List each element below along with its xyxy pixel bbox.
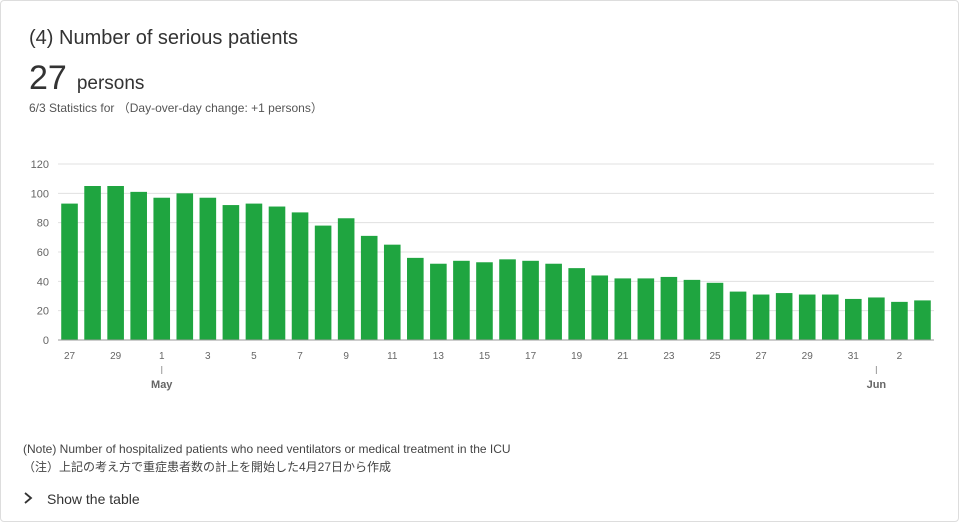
x-tick-label: 1 [159,351,165,362]
y-tick-label: 0 [43,335,49,347]
bar [107,186,124,340]
x-tick-label: 23 [663,351,675,362]
value-unit: persons [76,73,145,94]
x-tick-label: 2 [897,351,903,362]
chevron-right-icon [23,491,37,507]
bar [752,294,770,340]
x-tick-label: 15 [479,351,491,362]
month-label: Jun [867,379,887,391]
day-over-day-change: （Day-over-day change: +1 persons） [117,101,323,115]
bar [775,293,793,340]
bar [868,297,885,340]
note-english: (Note) Number of hospitalized patients w… [23,442,511,456]
note-japanese: （注）上記の考え方で重症患者数の計上を開始した4月27日から作成 [23,460,392,474]
bar [176,193,194,340]
bar [61,203,78,340]
x-tick-label: 27 [756,351,768,362]
y-tick-label: 40 [37,276,49,288]
bar [360,235,378,340]
bar [291,212,309,340]
x-tick-label: 29 [802,351,814,362]
x-tick-label: 9 [343,351,349,362]
bar [407,257,424,340]
stat-text: Statistics for [49,101,115,115]
bar [545,263,562,340]
bar [337,218,355,340]
bar [84,186,101,340]
x-tick-label: 19 [571,351,583,362]
y-tick-label: 120 [31,159,49,171]
bar [130,191,147,340]
x-tick-label: 17 [525,351,537,362]
bar [522,260,539,340]
x-tick-label: 27 [64,351,76,362]
bar [153,197,171,340]
month-label: May [151,379,173,391]
bar [706,282,724,340]
bar [591,275,609,340]
bar [637,278,655,340]
x-tick-label: 21 [617,351,629,362]
x-tick-label: 31 [848,351,860,362]
bar [499,259,516,340]
current-value-row: 27 persons [29,59,144,98]
bar [798,294,816,340]
current-value: 27 [29,59,67,97]
x-tick-label: 5 [251,351,257,362]
bar [729,291,747,340]
x-tick-label: 3 [205,351,211,362]
bar [476,262,493,340]
bar [383,244,401,340]
bar [821,294,839,340]
show-table-toggle[interactable]: Show the table [23,491,140,507]
bar [222,205,240,340]
bar [845,298,862,340]
bar [683,279,701,340]
notes: (Note) Number of hospitalized patients w… [23,440,511,476]
stat-date: 6/3 [29,101,46,115]
x-tick-label: 29 [110,351,122,362]
y-tick-label: 20 [37,306,49,318]
bar [199,197,217,340]
card-title: (4) Number of serious patients [29,27,299,49]
bar [453,260,470,340]
y-tick-label: 100 [31,188,49,200]
bar [660,276,678,340]
y-tick-label: 80 [37,218,49,230]
bar [891,301,908,340]
x-tick-label: 11 [387,351,398,362]
bar [914,300,931,340]
stat-date-line: 6/3 Statistics for （Day-over-day change:… [29,99,323,116]
show-table-label: Show the table [47,491,140,507]
y-tick-label: 60 [37,247,49,259]
bar [314,225,332,340]
bar [245,203,263,340]
bar [268,206,286,340]
bar [430,263,447,340]
bar [568,268,585,340]
bar [614,278,632,340]
x-tick-label: 7 [297,351,303,362]
x-tick-label: 25 [709,351,721,362]
x-tick-label: 13 [433,351,445,362]
